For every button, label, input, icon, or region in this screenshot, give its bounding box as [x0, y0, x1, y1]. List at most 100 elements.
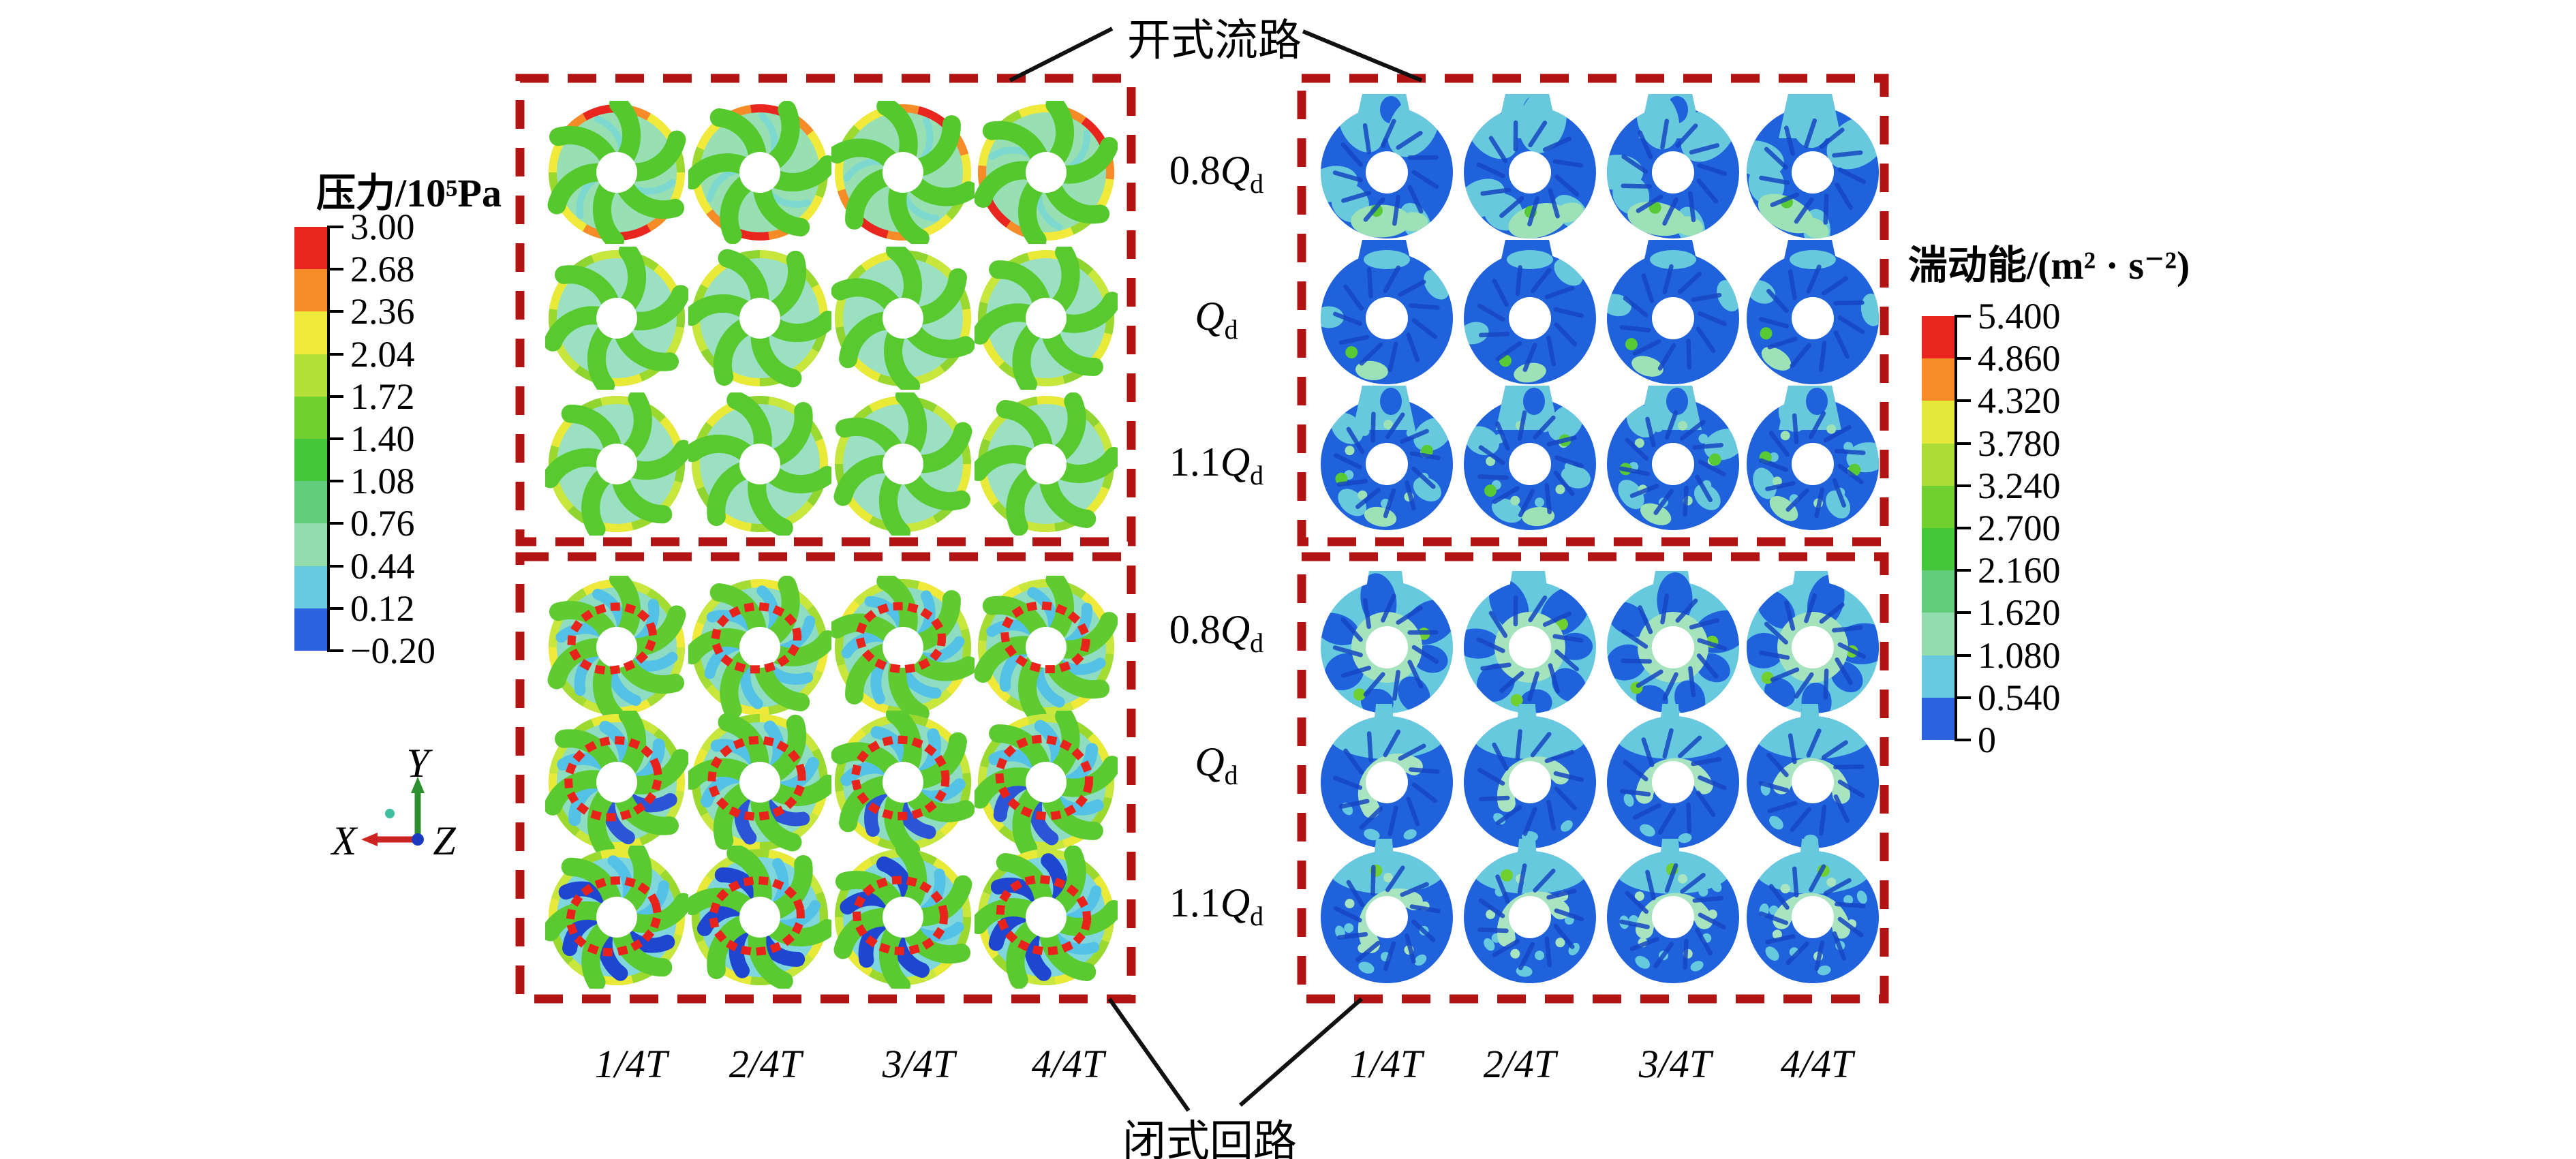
tick-mark — [1954, 653, 1971, 657]
time-label-prefix: 2/4 — [729, 1042, 780, 1086]
tke-contour-cell — [1607, 704, 1739, 848]
highlight-dotted-ellipse — [711, 602, 801, 674]
time-label-2-4T-left: 2/4T — [690, 1041, 840, 1087]
tke-contour-cell — [1464, 839, 1596, 983]
bottom-connector-left — [1107, 998, 1191, 1112]
highlight-dotted-ellipse — [567, 602, 657, 675]
time-label-prefix: 4/4 — [1780, 1042, 1831, 1086]
flow-label-Qd-open: Qd — [1131, 293, 1302, 345]
tke-contour-cell — [1607, 839, 1739, 983]
highlight-dotted-ellipse — [856, 602, 946, 673]
tke-colorbar — [1922, 316, 1957, 740]
flow-label-symbol: Q — [1195, 294, 1225, 339]
highlight-dotted-ellipse — [707, 736, 806, 821]
colorbar-segment — [1922, 316, 1954, 359]
time-label-symbol: T — [1689, 1042, 1712, 1086]
flow-label-subscript: d — [1250, 628, 1264, 658]
pressure-contour-cell — [975, 576, 1118, 719]
axis-label-z: Z — [433, 818, 456, 863]
time-label-symbol: T — [779, 1042, 802, 1086]
tick-label: 0 — [1978, 720, 1996, 760]
tick-mark — [327, 268, 343, 271]
colorbar-segment — [1922, 358, 1954, 401]
colorbar-segment — [1922, 697, 1954, 740]
tke-contour-cell — [1747, 839, 1879, 983]
colorbar-segment — [1922, 401, 1954, 444]
highlight-dotted-ellipse — [853, 876, 949, 955]
colorbar-segment — [1922, 570, 1954, 613]
tke-contour-cell — [1321, 94, 1453, 238]
pressure-closed-box — [515, 552, 1136, 1004]
tick-label: 1.08 — [350, 461, 415, 502]
tke-contour-cell — [1321, 839, 1453, 983]
time-label-symbol: T — [645, 1042, 668, 1086]
tke-contour-cell — [1464, 386, 1596, 530]
highlight-dotted-ellipse — [995, 735, 1093, 820]
tke-contour-cell — [1747, 571, 1879, 713]
time-label-symbol: T — [1400, 1042, 1423, 1086]
triad-origin-dot-icon — [385, 809, 395, 818]
colorbar-segment — [294, 311, 327, 354]
tick-mark — [1954, 696, 1971, 699]
tick-mark — [1954, 611, 1971, 615]
colorbar-segment — [1922, 655, 1954, 698]
tke-contour-cell — [1464, 240, 1596, 384]
colorbar-segment — [294, 438, 327, 482]
colorbar-segment — [294, 396, 327, 439]
tick-mark — [1954, 315, 1971, 318]
bottom-connector-right — [1239, 997, 1363, 1107]
tick-mark — [327, 226, 343, 228]
pressure-contour-cell — [975, 711, 1118, 854]
y-axis-arrow-icon — [411, 777, 425, 793]
pressure-contour-cell — [688, 249, 831, 388]
pressure-contour-cell — [833, 846, 972, 989]
tke-contour-cell — [1747, 94, 1879, 238]
tick-label: 1.72 — [350, 375, 415, 417]
flow-label-subscript: d — [1224, 314, 1238, 345]
top-connector-right — [1302, 29, 1423, 82]
tick-label: 2.700 — [1978, 508, 2061, 548]
tke-contour-cell — [1321, 240, 1453, 384]
time-label-symbol: T — [1830, 1042, 1854, 1086]
tke-contour-cell — [1747, 386, 1879, 530]
tick-mark — [327, 564, 343, 568]
tick-mark — [1954, 569, 1971, 572]
pressure-contour-cell — [688, 576, 831, 719]
flow-label-subscript: d — [1250, 460, 1264, 491]
highlight-dotted-ellipse — [1000, 601, 1090, 674]
pressure-contour-cell — [975, 247, 1118, 390]
top-connector-left — [1009, 27, 1114, 82]
tick-mark — [327, 606, 343, 610]
time-label-symbol: T — [1082, 1042, 1105, 1086]
pressure-contour-cell — [688, 846, 831, 989]
tke-contour-cell — [1607, 386, 1739, 530]
time-label-3-4T-right: 3/4T — [1600, 1041, 1750, 1087]
flow-label-prefix: 0.8 — [1169, 148, 1221, 193]
flow-label-1.1Qd-closed: 1.1Qd — [1131, 880, 1302, 932]
tick-mark — [327, 649, 343, 652]
tick-label: 2.160 — [1978, 550, 2061, 591]
tick-mark — [1954, 442, 1971, 445]
colorbar-segment — [294, 354, 327, 397]
pressure-contour-cell — [833, 392, 972, 536]
highlight-dotted-ellipse — [996, 875, 1092, 955]
flow-label-symbol: Q — [1195, 739, 1225, 784]
pressure-open-box — [515, 74, 1136, 546]
time-label-prefix: 3/4 — [1638, 1042, 1689, 1086]
time-label-prefix: 1/4 — [594, 1042, 645, 1086]
pressure-contour-cell — [831, 576, 975, 719]
tke-contour-cell — [1321, 571, 1453, 713]
tke-contour-cell — [1747, 704, 1879, 848]
pressure-contour-cell — [831, 101, 975, 244]
flow-label-subscript: d — [1250, 901, 1264, 931]
time-label-4-4T-left: 4/4T — [993, 1041, 1143, 1087]
pressure-contour-cell — [547, 576, 686, 719]
colorbar-segment — [294, 481, 327, 524]
pressure-contour-cell — [545, 392, 688, 536]
time-label-3-4T-left: 3/4T — [844, 1041, 994, 1087]
tick-label: 0.540 — [1978, 677, 2061, 718]
pressure-contour-cell — [831, 711, 975, 854]
tick-mark — [1954, 357, 1971, 360]
pressure-contour-cell — [688, 392, 831, 536]
flow-label-subscript: d — [1224, 760, 1238, 790]
